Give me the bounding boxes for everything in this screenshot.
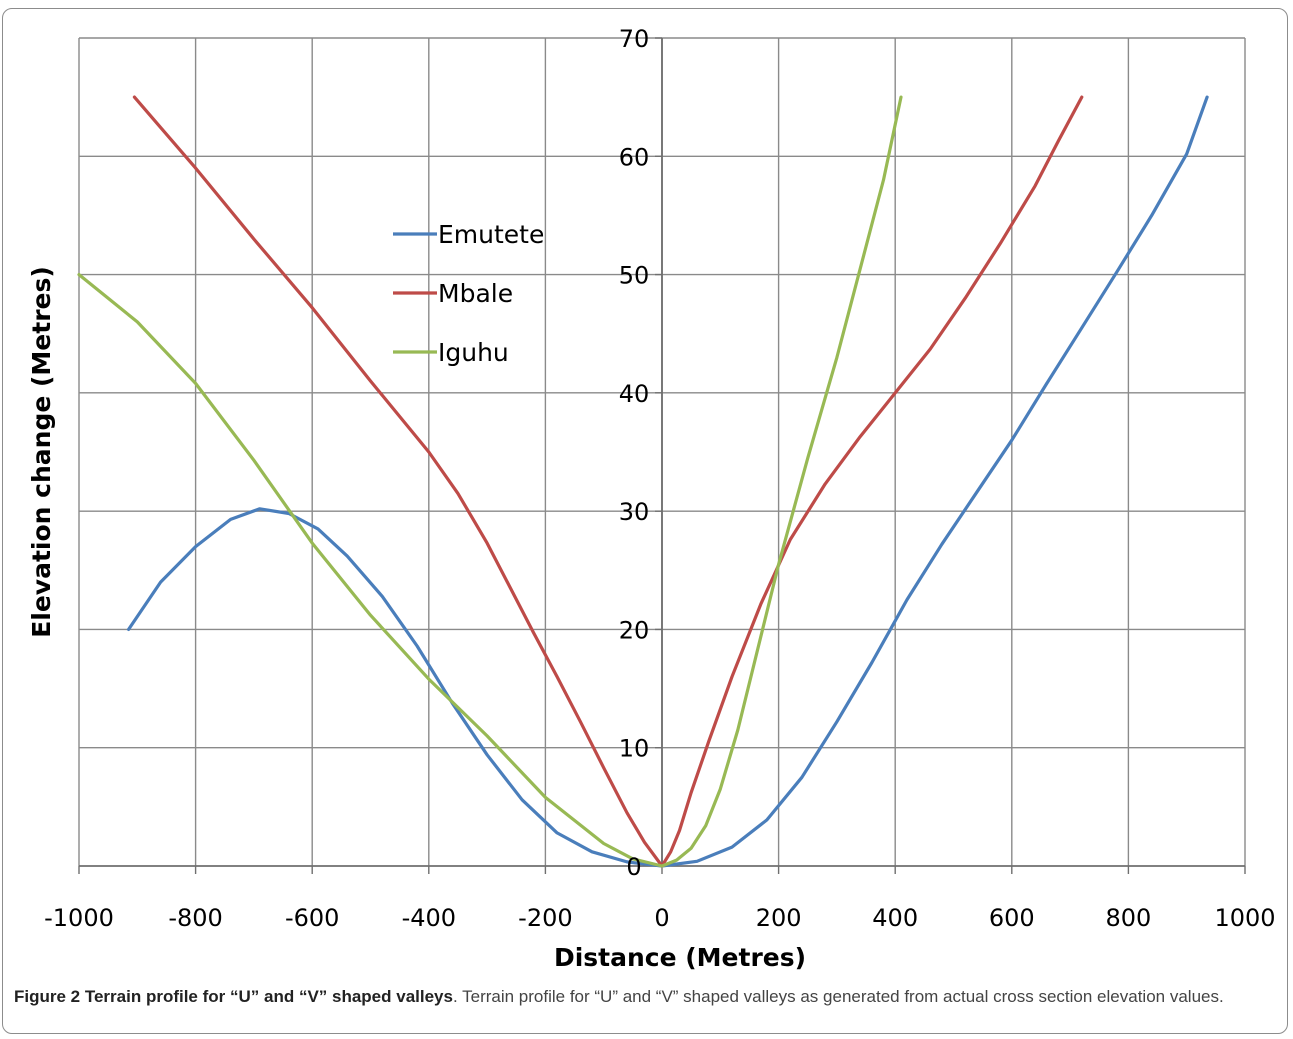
x-tick-label: -800 — [168, 904, 222, 932]
x-tick-label: -400 — [402, 904, 456, 932]
legend-label-mbale: Mbale — [438, 279, 513, 308]
legend-label-emutete: Emutete — [438, 220, 544, 249]
series-line-emutete — [127, 95, 1209, 868]
y-tick-label: 60 — [619, 143, 650, 171]
y-tick-label: 40 — [619, 380, 650, 408]
x-tick-label: 800 — [1105, 904, 1151, 932]
y-tick-label: 70 — [619, 25, 650, 53]
series-line-iguhu — [77, 95, 903, 868]
y-tick-label: 30 — [619, 498, 650, 526]
legend-label-iguhu: Iguhu — [438, 338, 509, 367]
caption-title: Figure 2 Terrain profile for “U” and “V”… — [14, 987, 453, 1006]
x-tick-label: 1000 — [1214, 904, 1275, 932]
series-group — [77, 95, 1209, 868]
y-axis-title: Elevation change (Metres) — [27, 266, 56, 638]
figure-frame — [2, 8, 1288, 1034]
x-tick-labels: -1000 -800 -600 -400 -200 0 200 400 600 800 1000 — [44, 904, 1275, 932]
axes — [78, 37, 1246, 874]
x-tick-label: 0 — [654, 904, 669, 932]
caption-text: . Terrain profile for “U” and “V” shaped… — [452, 987, 1224, 1006]
x-axis-title: Distance (Metres) — [554, 943, 806, 972]
y-tick-label: 0 — [626, 853, 641, 881]
figure-caption: Figure 2 Terrain profile for “U” and “V”… — [14, 984, 1278, 1009]
x-tick-label: -1000 — [44, 904, 114, 932]
y-tick-label: 20 — [619, 616, 650, 644]
y-tick-labels: 0 10 20 30 40 50 60 70 — [619, 25, 650, 881]
chart: -1000 -800 -600 -400 -200 0 200 400 600 800 1000 0… — [27, 25, 1276, 972]
x-tick-label: 600 — [989, 904, 1035, 932]
legend: Emutete Mbale Iguhu — [393, 220, 544, 367]
y-tick-label: 50 — [619, 262, 650, 290]
series-line-mbale — [132, 95, 1084, 868]
x-tick-label: -600 — [285, 904, 339, 932]
x-tick-label: -200 — [518, 904, 572, 932]
x-tick-label: 200 — [756, 904, 802, 932]
y-tick-label: 10 — [619, 735, 650, 763]
x-tick-label: 400 — [872, 904, 918, 932]
